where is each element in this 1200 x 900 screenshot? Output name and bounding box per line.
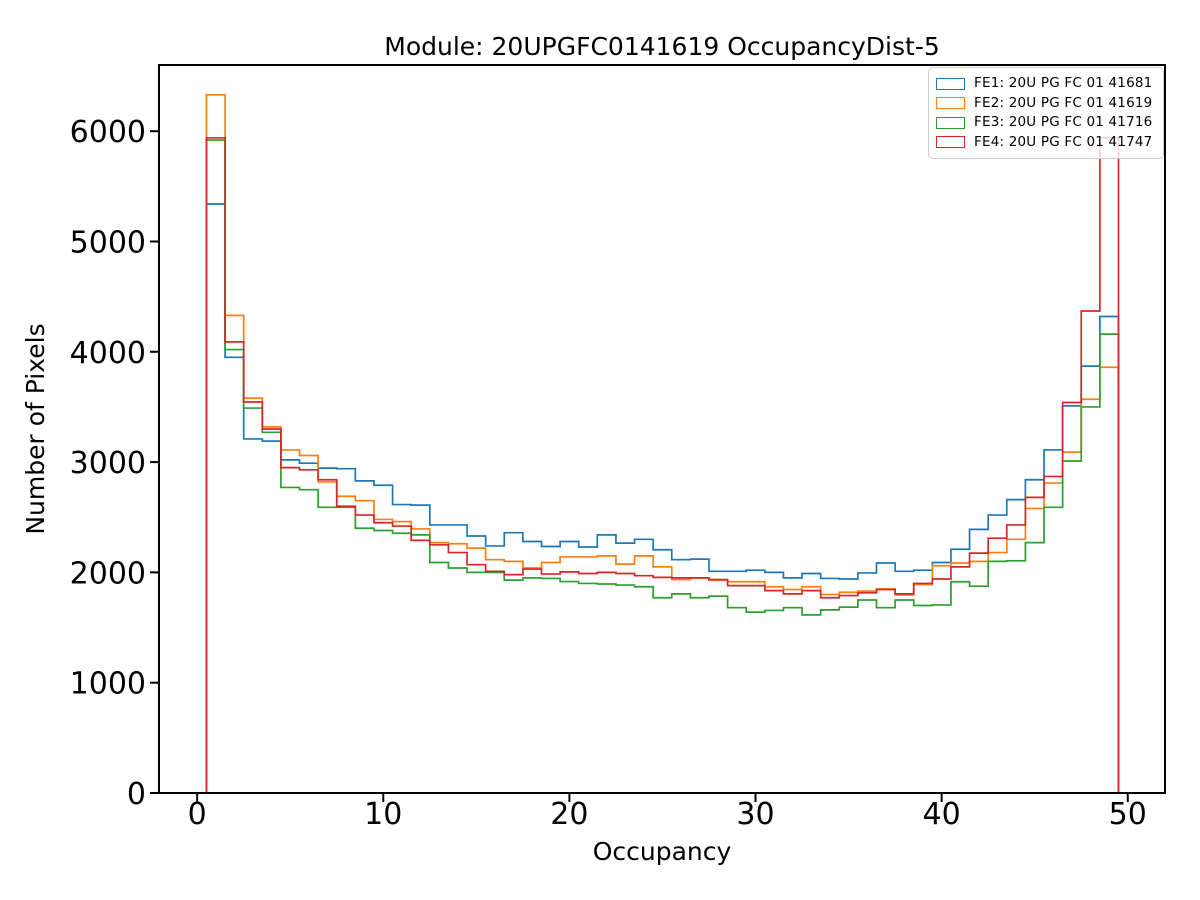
x-tick-label: 0	[188, 797, 207, 832]
x-tick-label: 30	[736, 797, 774, 832]
series-path-fe3	[205, 139, 1120, 793]
legend: FE1: 20U PG FC 01 41681 FE2: 20U PG FC 0…	[928, 67, 1164, 159]
series-path-fe2	[205, 93, 1120, 793]
axes-frame	[158, 64, 1166, 794]
legend-swatch-fe3	[936, 116, 965, 129]
y-tick-label: 5000	[70, 225, 146, 260]
y-tick-label: 6000	[70, 115, 146, 150]
legend-label-fe2: FE2: 20U PG FC 01 41619	[974, 94, 1153, 111]
y-tick-label: 3000	[70, 446, 146, 481]
legend-item: FE4: 20U PG FC 01 41747	[936, 133, 1156, 150]
y-tick-label: 0	[127, 777, 146, 812]
y-tick-label: 1000	[70, 667, 146, 702]
legend-item: FE3: 20U PG FC 01 41716	[936, 114, 1156, 130]
legend-label-fe4: FE4: 20U PG FC 01 41747	[974, 133, 1153, 150]
legend-label-fe3: FE3: 20U PG FC 01 41716	[974, 114, 1153, 130]
series-path-fe1	[205, 203, 1120, 793]
legend-item: FE1: 20U PG FC 01 41681	[936, 75, 1156, 91]
x-axis-ticks: 0 10 20 30 40 50	[188, 793, 1147, 832]
x-tick-label: 10	[364, 797, 402, 832]
x-tick-label: 50	[1109, 797, 1147, 832]
series-path-fe4	[205, 136, 1120, 793]
y-axis-ticks: 0 1000 2000 3000 4000 5000 6000	[70, 115, 159, 812]
x-axis-label: Occupancy	[593, 837, 732, 866]
histogram-series	[205, 93, 1120, 793]
x-tick-label: 40	[923, 797, 961, 832]
legend-label-fe1: FE1: 20U PG FC 01 41681	[974, 75, 1153, 91]
legend-swatch-fe2	[936, 97, 965, 110]
legend-swatch-fe1	[936, 77, 965, 90]
chart-title: Module: 20UPGFC0141619 OccupancyDist-5	[384, 32, 940, 61]
x-tick-label: 20	[550, 797, 588, 832]
y-tick-label: 4000	[70, 336, 146, 371]
legend-swatch-fe4	[936, 136, 965, 149]
y-tick-label: 2000	[70, 556, 146, 591]
legend-item: FE2: 20U PG FC 01 41619	[936, 94, 1156, 111]
y-axis-label: Number of Pixels	[21, 323, 50, 534]
